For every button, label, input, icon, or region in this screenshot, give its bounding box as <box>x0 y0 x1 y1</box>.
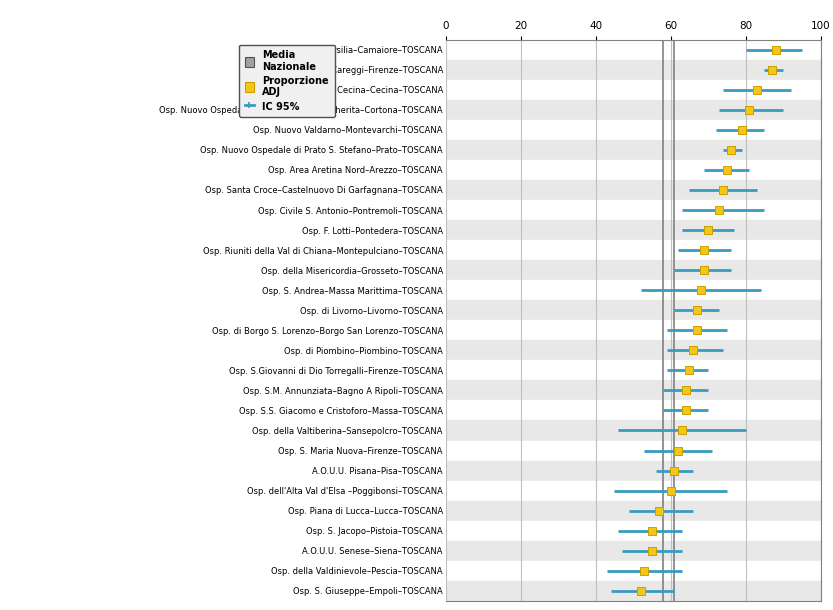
Bar <box>446 220 821 240</box>
Bar <box>446 501 821 521</box>
Bar <box>446 160 821 180</box>
Bar <box>446 540 821 561</box>
Bar <box>446 381 821 400</box>
Bar <box>446 581 821 601</box>
Bar <box>446 461 821 481</box>
Bar <box>446 180 821 200</box>
Bar <box>446 300 821 320</box>
Bar <box>446 140 821 160</box>
Bar <box>446 440 821 461</box>
Bar <box>446 481 821 501</box>
Bar <box>446 420 821 440</box>
Bar <box>446 120 821 140</box>
Bar <box>446 340 821 361</box>
Bar <box>446 361 821 381</box>
Bar <box>446 260 821 280</box>
Bar <box>446 80 821 100</box>
Bar <box>446 320 821 340</box>
Bar <box>446 561 821 581</box>
Bar <box>446 100 821 120</box>
Bar <box>446 40 821 60</box>
Bar <box>446 60 821 80</box>
Bar <box>446 200 821 220</box>
Bar <box>446 521 821 540</box>
Bar <box>446 280 821 300</box>
Legend: Media
Nazionale, Proporzione
ADJ, IC 95%: Media Nazionale, Proporzione ADJ, IC 95% <box>239 45 335 117</box>
Bar <box>446 240 821 260</box>
Bar <box>446 400 821 420</box>
